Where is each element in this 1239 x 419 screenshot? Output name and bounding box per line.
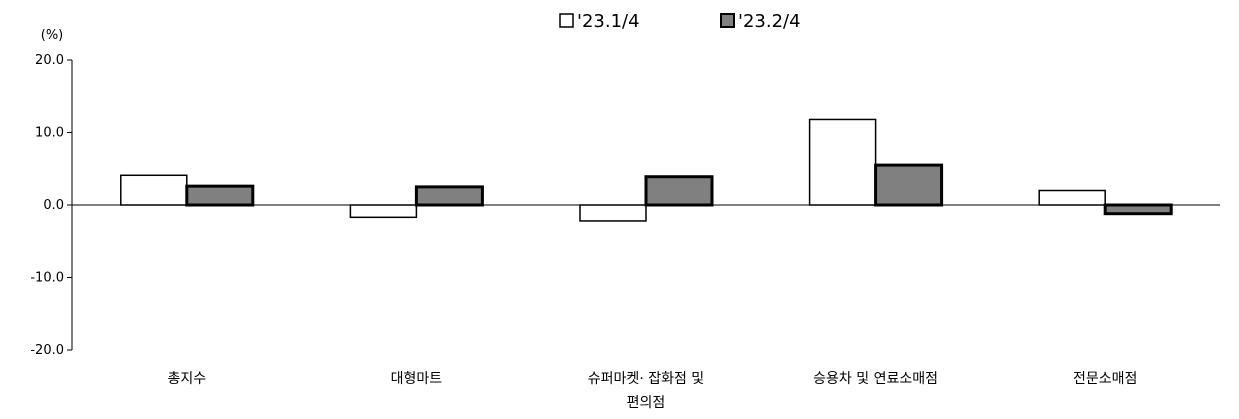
category-label: 대형마트 <box>391 371 443 387</box>
category-label: 편의점 <box>627 395 666 411</box>
y-tick-label: -10.0 <box>30 271 64 286</box>
bar-q1 <box>1038 189 1106 206</box>
bars <box>120 118 1173 222</box>
category-label: 승용차 및 연료소매점 <box>813 371 938 387</box>
y-tick-label: -20.0 <box>30 343 64 358</box>
bar-q1 <box>808 118 877 206</box>
y-axis: 20.0 10.0 0.0 -10.0 -20.0 <box>30 53 73 358</box>
bar-q2 <box>414 185 484 207</box>
legend-swatch <box>720 13 735 28</box>
bar-q2 <box>185 184 255 207</box>
category-label: 전문소매점 <box>1073 371 1137 387</box>
bar-q2 <box>644 175 714 207</box>
category-label: 총지수 <box>167 371 206 387</box>
y-tick-label: 20.0 <box>35 53 64 68</box>
bar-q2 <box>1103 203 1173 216</box>
legend: '23.1/4 '23.2/4 <box>559 11 801 32</box>
legend-swatch <box>559 13 574 28</box>
y-tick-label: 10.0 <box>35 126 64 141</box>
bar-q1 <box>120 174 188 206</box>
bar-q1 <box>579 204 647 222</box>
bar-q2 <box>874 163 944 207</box>
y-axis-unit-label: (%) <box>41 28 64 43</box>
y-tick-label: 0.0 <box>43 198 64 213</box>
legend-label: '23.1/4 <box>577 11 640 32</box>
legend-label: '23.2/4 <box>738 11 801 32</box>
category-label: 슈퍼마켓· 잡화점 및 <box>588 371 704 387</box>
bar-q1 <box>349 204 418 219</box>
